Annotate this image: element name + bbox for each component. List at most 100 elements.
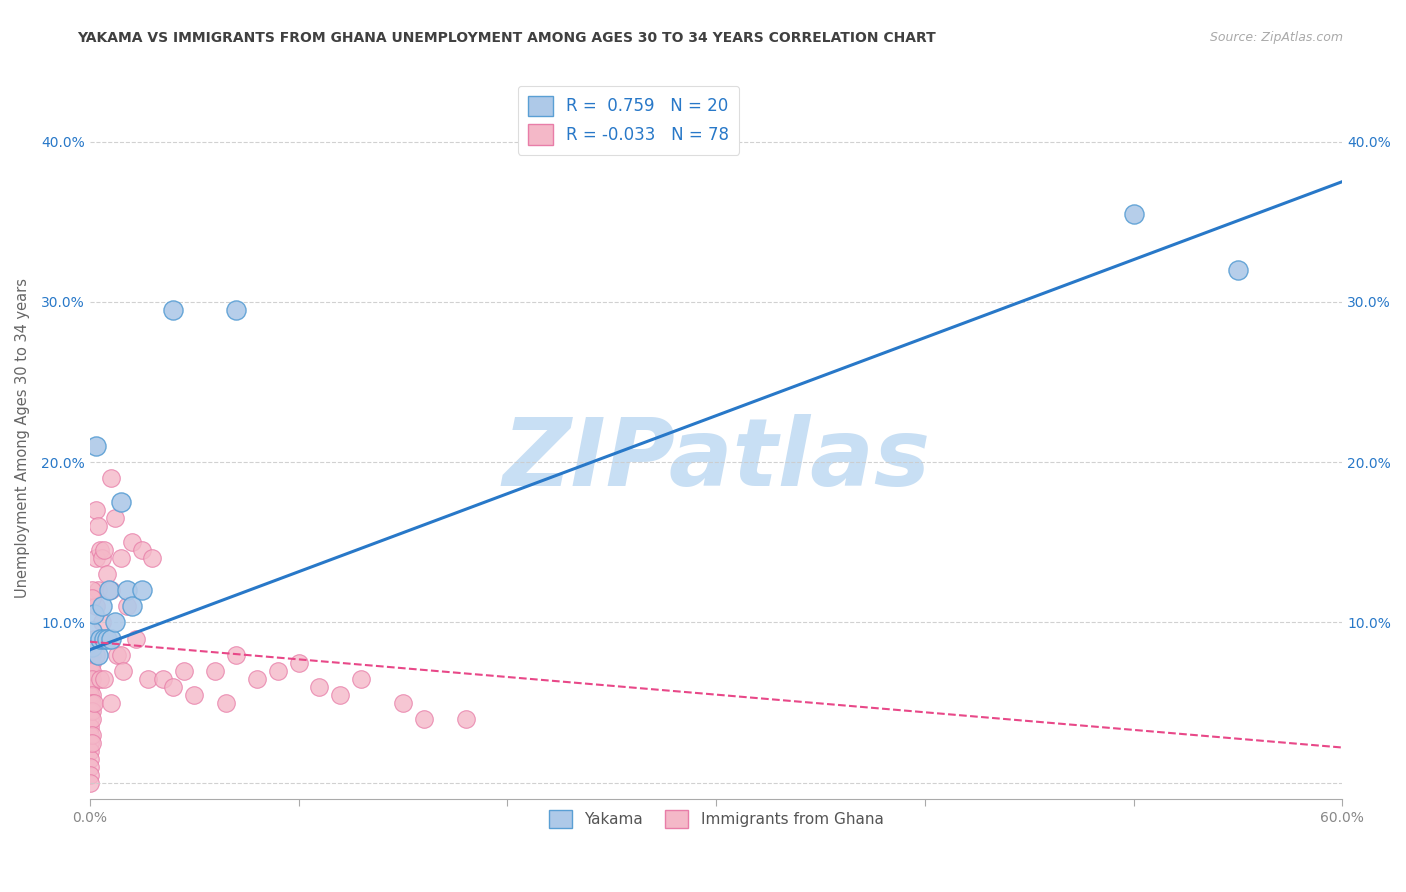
Point — [80, 704, 103, 718]
Point — [104, 511, 127, 525]
Point — [214, 696, 236, 710]
Point — [83, 632, 105, 646]
Point — [79, 712, 101, 726]
Point — [91, 615, 114, 630]
Point — [79, 776, 101, 790]
Point — [87, 583, 110, 598]
Point — [84, 551, 107, 566]
Point — [79, 720, 101, 734]
Point — [80, 736, 103, 750]
Point — [93, 632, 115, 646]
Point — [79, 728, 101, 742]
Point — [79, 680, 101, 694]
Point — [104, 615, 127, 630]
Point — [79, 736, 101, 750]
Point — [87, 519, 110, 533]
Point — [97, 583, 120, 598]
Point — [79, 744, 101, 758]
Point — [80, 640, 103, 654]
Point — [96, 632, 118, 646]
Point — [173, 664, 195, 678]
Point — [121, 599, 143, 614]
Point — [96, 567, 118, 582]
Point — [79, 680, 101, 694]
Legend: Yakama, Immigrants from Ghana: Yakama, Immigrants from Ghana — [543, 804, 890, 835]
Point — [79, 688, 101, 702]
Point — [110, 648, 132, 662]
Point — [112, 664, 135, 678]
Point — [136, 672, 159, 686]
Point — [87, 648, 110, 662]
Point — [350, 672, 373, 686]
Point — [162, 680, 184, 694]
Point — [412, 712, 434, 726]
Point — [80, 648, 103, 662]
Point — [79, 664, 101, 678]
Point — [84, 599, 107, 614]
Point — [84, 439, 107, 453]
Point — [79, 672, 101, 686]
Point — [267, 664, 290, 678]
Point — [79, 760, 101, 774]
Point — [83, 696, 105, 710]
Point — [80, 728, 103, 742]
Point — [152, 672, 174, 686]
Point — [1122, 207, 1144, 221]
Point — [83, 607, 105, 622]
Point — [131, 543, 153, 558]
Point — [80, 664, 103, 678]
Point — [79, 768, 101, 782]
Point — [131, 583, 153, 598]
Point — [89, 672, 111, 686]
Point — [79, 704, 101, 718]
Point — [392, 696, 415, 710]
Point — [125, 632, 148, 646]
Point — [225, 302, 247, 317]
Point — [79, 664, 101, 678]
Point — [80, 712, 103, 726]
Point — [80, 696, 103, 710]
Point — [80, 656, 103, 670]
Point — [80, 591, 103, 606]
Point — [1226, 262, 1249, 277]
Point — [117, 599, 139, 614]
Point — [80, 688, 103, 702]
Point — [79, 696, 101, 710]
Point — [91, 599, 114, 614]
Point — [100, 632, 122, 646]
Point — [89, 632, 111, 646]
Point — [117, 583, 139, 598]
Point — [287, 656, 309, 670]
Point — [89, 543, 111, 558]
Point — [121, 535, 143, 549]
Point — [162, 302, 184, 317]
Point — [246, 672, 269, 686]
Point — [80, 624, 103, 638]
Text: YAKAMA VS IMMIGRANTS FROM GHANA UNEMPLOYMENT AMONG AGES 30 TO 34 YEARS CORRELATI: YAKAMA VS IMMIGRANTS FROM GHANA UNEMPLOY… — [77, 31, 936, 45]
Point — [91, 551, 114, 566]
Point — [84, 648, 107, 662]
Text: ZIPatlas: ZIPatlas — [502, 414, 931, 506]
Point — [79, 672, 101, 686]
Point — [225, 648, 247, 662]
Point — [80, 672, 103, 686]
Point — [110, 551, 132, 566]
Point — [204, 664, 226, 678]
Point — [84, 503, 107, 517]
Point — [454, 712, 477, 726]
Point — [141, 551, 163, 566]
Point — [329, 688, 352, 702]
Point — [96, 632, 118, 646]
Point — [100, 471, 122, 485]
Point — [100, 696, 122, 710]
Point — [79, 688, 101, 702]
Point — [93, 672, 115, 686]
Point — [308, 680, 330, 694]
Y-axis label: Unemployment Among Ages 30 to 34 years: Unemployment Among Ages 30 to 34 years — [15, 278, 30, 599]
Point — [105, 648, 128, 662]
Point — [93, 543, 115, 558]
Text: Source: ZipAtlas.com: Source: ZipAtlas.com — [1209, 31, 1343, 45]
Point — [79, 752, 101, 766]
Point — [79, 656, 101, 670]
Point — [100, 583, 122, 598]
